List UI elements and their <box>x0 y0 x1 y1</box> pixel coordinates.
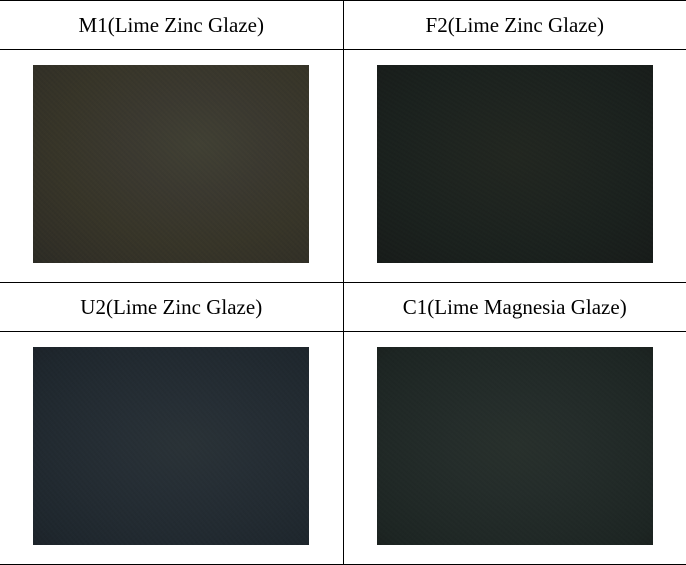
header-label: C1(Lime Magnesia Glaze) <box>403 295 627 319</box>
image-cell-u2 <box>0 331 343 564</box>
header-row-2: U2(Lime Zinc Glaze) C1(Lime Magnesia Gla… <box>0 282 686 331</box>
image-row-2 <box>0 331 686 564</box>
header-cell-f2: F2(Lime Zinc Glaze) <box>343 1 686 50</box>
swatch-u2 <box>33 347 309 545</box>
header-label: U2(Lime Zinc Glaze) <box>80 295 262 319</box>
image-row-1 <box>0 49 686 282</box>
header-cell-u2: U2(Lime Zinc Glaze) <box>0 282 343 331</box>
glaze-comparison-table: M1(Lime Zinc Glaze) F2(Lime Zinc Glaze) … <box>0 0 686 565</box>
swatch-m1 <box>33 65 309 263</box>
header-label: M1(Lime Zinc Glaze) <box>79 13 264 37</box>
image-cell-f2 <box>343 49 686 282</box>
swatch-c1 <box>377 347 653 545</box>
header-cell-m1: M1(Lime Zinc Glaze) <box>0 1 343 50</box>
header-cell-c1: C1(Lime Magnesia Glaze) <box>343 282 686 331</box>
header-label: F2(Lime Zinc Glaze) <box>426 13 604 37</box>
image-cell-m1 <box>0 49 343 282</box>
header-row-1: M1(Lime Zinc Glaze) F2(Lime Zinc Glaze) <box>0 1 686 50</box>
image-cell-c1 <box>343 331 686 564</box>
swatch-f2 <box>377 65 653 263</box>
